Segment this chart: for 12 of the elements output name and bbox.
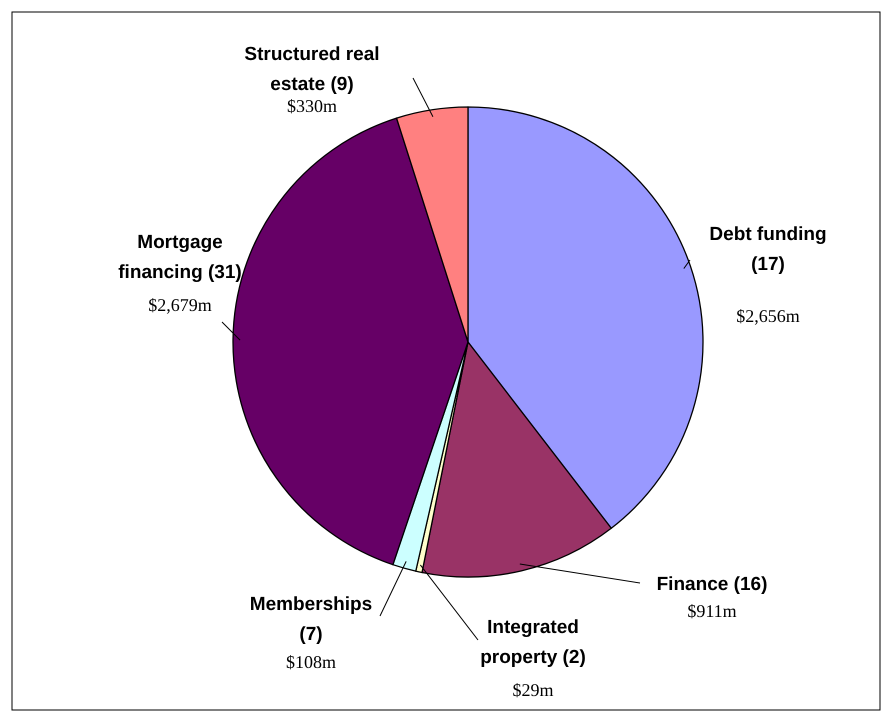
slice-label: Structured real estate (9) <box>244 44 380 95</box>
slice-label: Mortgage financing (31) <box>118 232 242 283</box>
slice-label: Integrated property (2) <box>480 617 586 668</box>
slice-label: Memberships (7) <box>250 594 372 645</box>
data-label: $2,679m <box>148 295 212 315</box>
data-label: $29m <box>512 680 554 700</box>
slice-label: Debt funding (17) <box>709 224 827 275</box>
data-label: $911m <box>687 601 737 621</box>
data-label: $108m <box>286 652 336 672</box>
data-label: $330m <box>286 96 338 116</box>
slice-label: Finance (16) <box>656 574 768 595</box>
data-label: $2,656m <box>736 306 800 326</box>
